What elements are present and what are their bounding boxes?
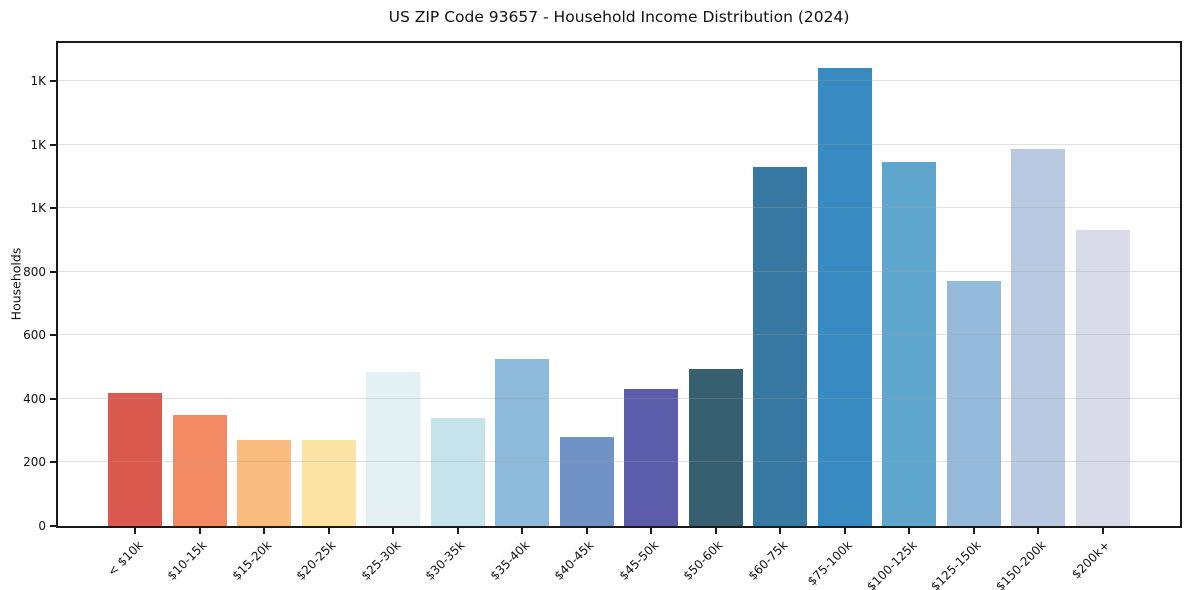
gridline-800 <box>58 270 1180 272</box>
bar-slot: < $10k <box>103 43 168 579</box>
x-tick-mark <box>134 528 137 534</box>
bar-6 <box>430 417 485 526</box>
bar-slot: $45-50k <box>616 43 684 583</box>
x-tick-label: $200k+ <box>1069 538 1113 582</box>
y-tick-mark <box>50 143 56 146</box>
bar-slot: $40-45k <box>552 43 620 583</box>
x-tick-mark <box>1037 528 1040 534</box>
gridline-1000 <box>58 207 1180 209</box>
y-tick-mark <box>50 270 56 273</box>
bar-slot: $50-60k <box>681 43 749 583</box>
y-tick-mark <box>50 461 56 464</box>
y-tick-mark <box>50 525 56 527</box>
bar-10 <box>688 368 743 526</box>
x-tick-mark <box>714 528 717 534</box>
bar-3 <box>237 440 292 526</box>
bar-9 <box>624 389 679 526</box>
bar-slot: $10-15k <box>165 43 233 583</box>
bar-4 <box>301 440 356 526</box>
bar-slot: $150-200k <box>992 43 1071 590</box>
bar-12 <box>817 68 872 526</box>
x-tick-mark <box>972 528 975 534</box>
x-tick-mark <box>779 528 782 534</box>
x-tick-label: $30-35k <box>422 538 468 583</box>
bar-slot: $100-125k <box>863 43 942 590</box>
x-tick-mark <box>456 528 459 534</box>
bar-7 <box>495 359 550 526</box>
bar-slot: $30-35k <box>423 43 491 583</box>
bar-11 <box>753 166 808 526</box>
x-tick-mark <box>392 528 395 534</box>
bar-slot: $75-100k <box>804 43 878 588</box>
x-tick-label: < $10k <box>104 538 146 579</box>
bar-slot: $60-75k <box>745 43 813 583</box>
gridline-200 <box>58 461 1180 463</box>
x-tick-mark <box>843 528 846 534</box>
gridline-600 <box>58 334 1180 336</box>
bar-16 <box>1075 230 1130 526</box>
bar-slot: $15-20k <box>229 43 297 583</box>
x-tick-label: $50-60k <box>680 538 726 583</box>
bar-slot: $125-150k <box>928 43 1007 590</box>
x-tick-label: $25-30k <box>358 538 404 583</box>
x-tick-label: $10-15k <box>164 538 210 583</box>
bar-13 <box>882 162 937 526</box>
bar-slot: $35-40k <box>487 43 555 583</box>
x-tick-mark <box>585 528 588 534</box>
x-tick-label: $60-75k <box>745 538 791 583</box>
x-tick-label: $125-150k <box>927 538 984 590</box>
x-tick-mark <box>198 528 201 534</box>
x-tick-mark <box>263 528 266 534</box>
bar-2 <box>172 414 227 526</box>
x-tick-mark <box>908 528 911 534</box>
gridline-400 <box>58 397 1180 399</box>
x-tick-label: $75-100k <box>804 538 855 589</box>
x-tick-label: $15-20k <box>229 538 275 583</box>
gridline-1200 <box>58 143 1180 145</box>
bar-series: < $10k $10-15k $15-20k $20-25k $25-30k $30-35… <box>58 43 1180 590</box>
bar-slot: $200k+ <box>1069 43 1136 582</box>
bar-slot: $25-30k <box>358 43 426 583</box>
y-axis-label: Households <box>8 247 24 321</box>
x-tick-label: $100-125k <box>863 538 920 590</box>
y-tick-mark <box>50 80 56 83</box>
bar-5 <box>366 371 421 526</box>
x-tick-label: $20-25k <box>293 538 339 583</box>
x-tick-mark <box>327 528 330 534</box>
bar-14 <box>946 281 1001 526</box>
bar-slot: $20-25k <box>294 43 362 583</box>
y-tick-mark <box>50 207 56 210</box>
x-tick-mark <box>1101 528 1104 534</box>
gridline-1400 <box>58 80 1180 82</box>
x-tick-mark <box>650 528 653 534</box>
x-tick-mark <box>521 528 524 534</box>
y-tick-mark <box>50 334 56 337</box>
x-tick-label: $40-45k <box>551 538 597 583</box>
bar-8 <box>559 437 614 526</box>
plot-area: 0 200 400 600 800 1K 1K 1K < $10k $10-15k $15-20k… <box>23 41 1182 590</box>
x-tick-label: $150-200k <box>992 538 1049 590</box>
bar-1 <box>108 392 163 526</box>
chart-title: US ZIP Code 93657 - Household Income Dis… <box>388 8 850 26</box>
bar-15 <box>1011 149 1066 526</box>
x-tick-label: $35-40k <box>487 538 533 583</box>
x-tick-label: $45-50k <box>616 538 662 583</box>
y-tick-mark <box>50 397 56 400</box>
